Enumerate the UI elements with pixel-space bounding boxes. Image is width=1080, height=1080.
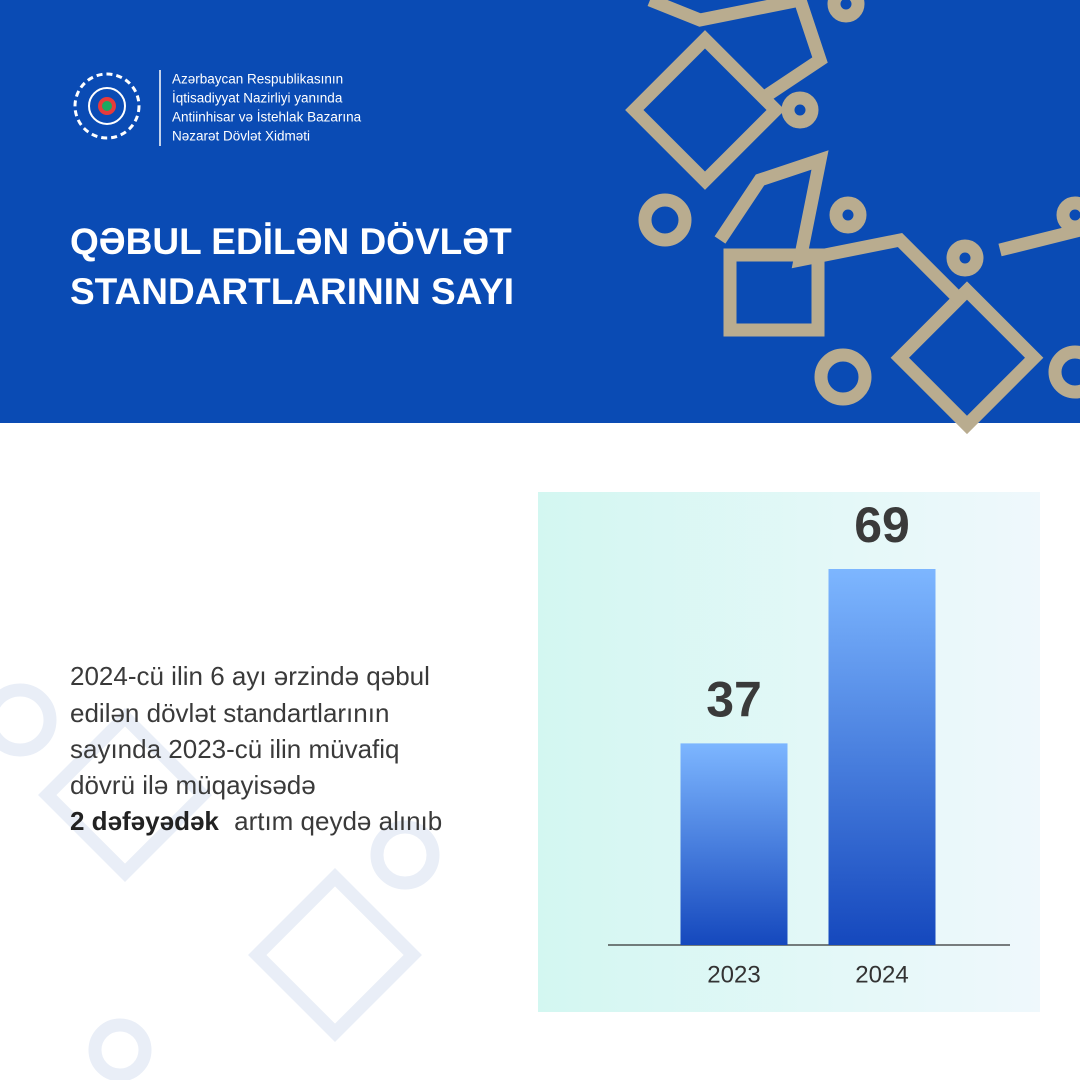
chart: 37 2023 69 2024	[680, 497, 936, 988]
title: STANDARTLARININ SAYI	[70, 271, 514, 312]
header-band	[0, 0, 1080, 423]
description: sayında 2023-cü ilin müvafiq	[70, 734, 400, 764]
org-name: İqtisadiyyat Nazirliyi yanında	[172, 91, 343, 106]
org-name: Antiinhisar və İstehlak Bazarına	[172, 110, 362, 125]
org-name: Nəzarət Dövlət Xidməti	[172, 129, 310, 144]
emphasis: 2 dəfəyədək	[70, 806, 219, 836]
title: QƏBUL EDİLƏN DÖVLƏT	[70, 221, 512, 262]
chart-panel	[538, 492, 1040, 1012]
x-tick-label: 2024	[855, 961, 908, 988]
header-decoration	[625, 0, 1080, 435]
description: 2024-cü ilin 6 ayı ərzində qəbul	[70, 661, 430, 691]
org-name: Azərbaycan Respublikasının	[172, 72, 343, 87]
description: edilən dövlət standartlarının	[70, 698, 389, 728]
background-decoration	[0, 683, 440, 1080]
bar	[680, 743, 788, 945]
x-tick-label: 2023	[707, 961, 760, 988]
bar	[828, 569, 936, 945]
description: 2 dəfəyədək artım qeydə alınıb	[70, 806, 442, 836]
description-rest: artım qeydə alınıb	[234, 806, 442, 836]
description: dövrü ilə müqayisədə	[70, 770, 316, 800]
logo	[73, 70, 161, 146]
value-label: 37	[706, 672, 762, 728]
value-label: 69	[854, 497, 910, 553]
